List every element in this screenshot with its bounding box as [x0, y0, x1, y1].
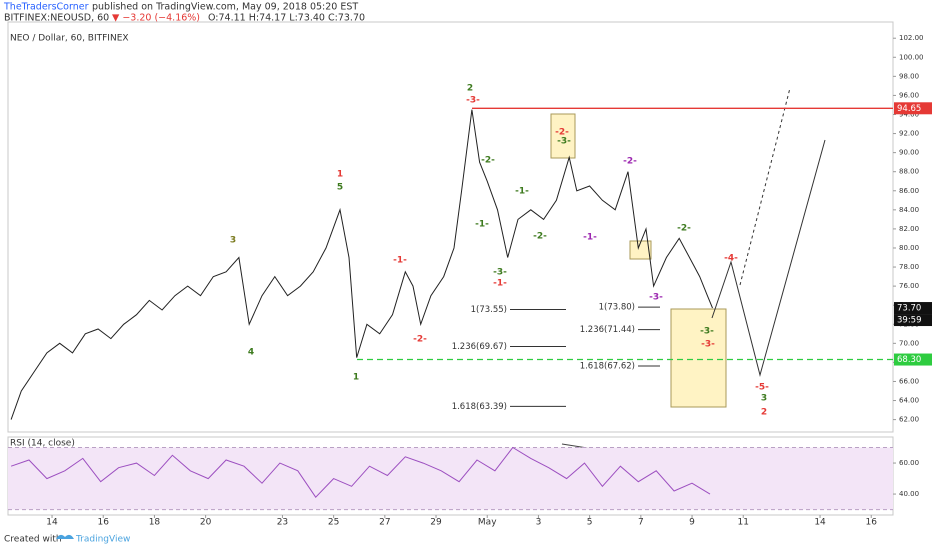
highlight-box	[670, 308, 727, 408]
y-tick-label: 62.00	[899, 416, 919, 424]
y-tick-label: 86.00	[899, 187, 919, 195]
wave-label: -1-	[583, 233, 597, 243]
highlight-box	[629, 240, 652, 260]
wave-label: -2-	[677, 224, 691, 234]
wave-label: -4-	[724, 254, 738, 264]
level-tag-label: 68.30	[897, 355, 921, 365]
y-tick-label: 66.00	[899, 377, 919, 385]
fib-label: 1.236(71.44)	[580, 325, 635, 335]
series-line	[10, 446, 711, 498]
change: ▼ −3.20 (−4.16%)	[112, 13, 200, 24]
wave-label: -5-	[755, 383, 769, 393]
y-tick-label: 60.00	[899, 459, 919, 467]
wave-label: -1-	[393, 256, 407, 266]
fib-label: 1.618(67.62)	[580, 362, 635, 372]
fib-label: 1(73.80)	[599, 303, 635, 313]
wave-label: -3-	[557, 137, 571, 147]
wave-label: -1-	[493, 279, 507, 289]
logo	[56, 534, 74, 539]
wave-label: 3	[230, 236, 236, 246]
y-tick-label: 40.00	[899, 490, 919, 498]
y-tick-label: 88.00	[899, 168, 919, 176]
wave-label: 1	[353, 373, 359, 383]
y-tick-label: 94.00	[899, 110, 919, 118]
series-line	[10, 109, 713, 420]
y-tick-label: 70.00	[899, 339, 919, 347]
author[interactable]: TheTradersCorner	[3, 2, 89, 13]
wave-label: -3-	[466, 96, 480, 106]
footer-created: Created with	[4, 535, 62, 545]
y-tick-label: 80.00	[899, 244, 919, 252]
x-tick-label: 5	[587, 518, 593, 528]
wave-label: -1-	[475, 220, 489, 230]
y-tick-label: 102.00	[899, 34, 924, 42]
level-tag	[894, 353, 932, 366]
x-tick-label: 9	[689, 518, 695, 528]
wave-label: -3-	[700, 327, 714, 337]
footer-brand[interactable]: TradingView	[75, 535, 130, 545]
wave-label: -1-	[515, 187, 529, 197]
x-tick-label: 23	[277, 518, 288, 528]
x-tick-label: 3	[536, 518, 542, 528]
y-tick-label: 98.00	[899, 72, 919, 80]
price-tag	[894, 302, 932, 315]
x-tick-label: 29	[430, 518, 442, 528]
level-tag	[894, 102, 932, 115]
y-tick-label: 84.00	[899, 206, 919, 214]
countdown: 39:59	[897, 316, 922, 326]
chart-title: NEO / Dollar, 60, BITFINEX	[10, 34, 129, 44]
level-tag-label: 94.65	[897, 104, 921, 114]
fib-label: 1(73.55)	[471, 305, 507, 315]
wave-label: -3-	[649, 293, 663, 303]
symbol: BITFINEX:NEOUSD, 60	[4, 13, 109, 24]
ohlc: O:74.11 H:74.17 L:73.40 C:73.70	[208, 13, 365, 24]
y-tick-label: 82.00	[899, 225, 919, 233]
x-tick-label: 16	[98, 518, 110, 528]
y-tick-label: 64.00	[899, 397, 919, 405]
wave-label: 5	[337, 183, 343, 193]
y-tick-label: 78.00	[899, 263, 919, 271]
x-tick-label: 27	[379, 518, 390, 528]
wave-label: 4	[248, 348, 254, 358]
y-tick-label: 76.00	[899, 282, 919, 290]
rsi-band	[8, 447, 893, 510]
x-tick-label: 18	[149, 518, 161, 528]
wave-label: -3-	[493, 268, 507, 278]
x-tick-label: 11	[738, 518, 749, 528]
y-tick-label: 96.00	[899, 91, 919, 99]
fib-label: 1.618(63.39)	[452, 402, 507, 412]
published: published on TradingView.com, May 09, 20…	[92, 2, 358, 13]
fib-label: 1.236(69.67)	[452, 342, 507, 352]
y-tick-label: 90.00	[899, 149, 919, 157]
projection	[711, 139, 826, 377]
wave-label: 3	[761, 394, 767, 404]
x-tick-label: 16	[866, 518, 878, 528]
x-tick-label: 7	[638, 518, 644, 528]
wave-label: -2-	[533, 232, 547, 242]
x-tick-label: 14	[46, 518, 58, 528]
x-tick-label: 14	[814, 518, 826, 528]
wave-label: -3-	[701, 340, 715, 350]
price-tag-label: 73.70	[897, 304, 921, 314]
highlight-box	[550, 113, 576, 159]
countdown-tag	[894, 314, 932, 327]
x-tick-label: 20	[200, 518, 212, 528]
price-panel	[7, 21, 894, 433]
projection-alt	[739, 87, 791, 286]
wave-label: 2	[761, 408, 767, 418]
y-tick-label: 92.00	[899, 130, 919, 138]
y-tick-label: 100.00	[899, 53, 924, 61]
wave-label: -2-	[555, 128, 569, 138]
wave-label: -2-	[623, 157, 637, 167]
wave-label: 2	[467, 84, 473, 94]
wave-label: -2-	[413, 335, 427, 345]
wave-label: 1	[337, 170, 343, 180]
wave-label: -2-	[481, 156, 495, 166]
rsi-title: RSI (14, close)	[10, 439, 75, 449]
x-tick-label: May	[478, 518, 497, 528]
x-tick-label: 25	[328, 518, 339, 528]
